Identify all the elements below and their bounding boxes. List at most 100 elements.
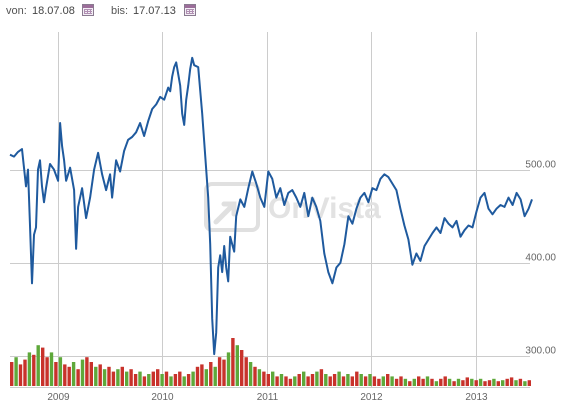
volume-bar xyxy=(248,362,253,386)
x-tick-label: 2010 xyxy=(151,392,174,403)
volume-bar xyxy=(324,374,328,386)
volume-bar xyxy=(319,369,324,386)
volume-bar xyxy=(386,374,390,386)
volume-bar xyxy=(465,377,469,386)
volume-bar xyxy=(164,371,169,386)
volume-bar xyxy=(41,347,45,386)
volume-bar xyxy=(63,364,67,386)
volume-bar xyxy=(527,380,531,386)
volume-bar xyxy=(447,378,452,386)
volume-bars xyxy=(10,338,531,386)
volume-bar xyxy=(310,374,315,386)
price-line xyxy=(9,56,533,356)
x-tick-label: 2013 xyxy=(465,392,488,403)
calendar-icon[interactable] xyxy=(82,4,94,16)
volume-bar xyxy=(470,378,474,386)
volume-bar xyxy=(36,345,40,386)
from-date-field[interactable]: 18.07.08 xyxy=(32,5,75,17)
volume-bar xyxy=(231,338,235,386)
volume-bar xyxy=(341,376,346,386)
watermark-logo-box xyxy=(204,182,260,232)
volume-bar xyxy=(240,350,244,386)
volume-bar xyxy=(191,371,195,386)
volume-bar xyxy=(509,377,514,386)
volume-bar xyxy=(235,345,239,386)
volume-bar xyxy=(186,374,191,386)
x-tick-label: 2012 xyxy=(360,392,383,403)
volume-bar xyxy=(279,374,284,386)
price-line-layer xyxy=(9,56,533,356)
volume-bar xyxy=(483,381,487,386)
volume-bar xyxy=(217,357,222,386)
volume-bar xyxy=(116,369,120,386)
volume-bar xyxy=(133,374,138,386)
volume-bar xyxy=(107,366,111,386)
volume-bar xyxy=(142,376,147,386)
volume-bar xyxy=(85,357,89,386)
volume-bar xyxy=(98,364,102,386)
volume-bar xyxy=(275,376,279,386)
volume-bar xyxy=(156,369,160,386)
volume-bar xyxy=(102,369,107,386)
volume-bar xyxy=(363,376,368,386)
volume-bar xyxy=(425,376,430,386)
volume-bar xyxy=(32,354,36,386)
volume-bar xyxy=(58,357,63,386)
volume-bar xyxy=(195,366,200,386)
volume-bar xyxy=(439,378,443,386)
date-range-toolbar: von: 18.07.08 bis: 17.07.13 xyxy=(0,0,568,22)
volume-bar xyxy=(514,380,518,386)
volume-bar xyxy=(54,362,58,386)
volume-bar xyxy=(403,378,408,386)
volume-bar xyxy=(169,376,173,386)
volume-bar xyxy=(209,362,213,386)
volume-bar xyxy=(328,376,332,386)
x-tick-label: 2011 xyxy=(257,392,279,403)
to-date-field[interactable]: 17.07.13 xyxy=(133,5,176,17)
volume-bar xyxy=(394,378,399,386)
volume-bar xyxy=(253,366,257,386)
calendar-icon[interactable] xyxy=(184,4,196,16)
volume-bar xyxy=(67,366,71,386)
volume-bar xyxy=(350,376,354,386)
volume-bar xyxy=(434,381,439,386)
volume-bar xyxy=(478,378,483,386)
volume-bar xyxy=(160,374,164,386)
volume-bar xyxy=(390,376,394,386)
volume-bar xyxy=(381,376,385,386)
volume-bar xyxy=(125,371,129,386)
volume-bar xyxy=(271,371,275,386)
from-date-label: von: xyxy=(6,5,27,17)
volume-bar xyxy=(355,371,359,386)
volume-bar xyxy=(518,378,523,386)
volume-bar xyxy=(505,378,509,386)
volume-bar xyxy=(178,371,182,386)
volume-bar xyxy=(399,376,403,386)
volume-bar xyxy=(226,352,231,386)
to-date-label: bis: xyxy=(111,5,129,17)
y-axis-labels: 300.00 400.00 500.00 xyxy=(525,160,556,357)
volume-bar xyxy=(129,369,133,386)
volume-bar xyxy=(284,376,288,386)
volume-bar xyxy=(474,380,478,386)
volume-bar xyxy=(14,357,18,386)
volume-bar xyxy=(293,376,297,386)
y-tick-label: 500.00 xyxy=(525,160,556,171)
volume-bar xyxy=(461,380,465,386)
volume-bar xyxy=(412,378,416,386)
volume-bar xyxy=(120,366,124,386)
volume-bar xyxy=(200,364,204,386)
volume-bar xyxy=(368,374,372,386)
volume-bar xyxy=(71,362,76,386)
x-tick-label: 2009 xyxy=(47,392,70,403)
y-tick-label: 400.00 xyxy=(525,253,556,264)
volume-bar xyxy=(94,366,98,386)
volume-bar xyxy=(266,374,270,386)
volume-bar xyxy=(111,371,116,386)
volume-bar xyxy=(496,381,500,386)
volume-bar xyxy=(306,376,310,386)
volume-bar xyxy=(297,374,301,386)
volume-bar xyxy=(45,357,49,386)
volume-bar xyxy=(10,362,14,386)
